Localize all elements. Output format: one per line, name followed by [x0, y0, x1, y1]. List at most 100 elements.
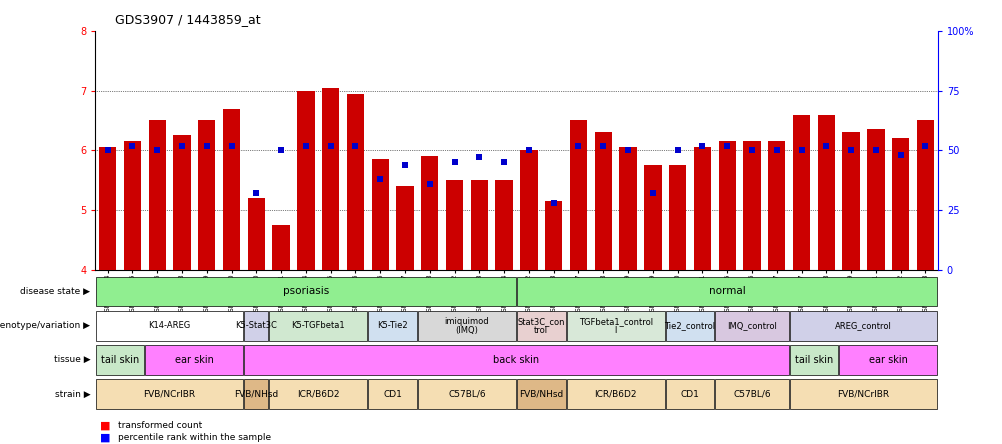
Text: back skin: back skin [493, 355, 539, 365]
Point [198, 142, 214, 149]
Point [124, 142, 140, 149]
Text: tissue ▶: tissue ▶ [53, 355, 90, 365]
Text: CD1: CD1 [680, 389, 698, 399]
Bar [470, 180, 488, 270]
Bar [95, 311, 243, 341]
Bar [244, 311, 268, 341]
Bar [516, 277, 937, 306]
Text: ICR/B6D2: ICR/B6D2 [297, 389, 340, 399]
Text: percentile rank within the sample: percentile rank within the sample [118, 433, 272, 442]
Bar [148, 120, 165, 270]
Bar [247, 198, 265, 270]
Text: tail skin: tail skin [101, 355, 139, 365]
Bar [566, 311, 664, 341]
Bar [297, 91, 315, 270]
Point [273, 147, 289, 154]
Point [520, 147, 536, 154]
Bar [768, 141, 785, 270]
Point [372, 175, 388, 182]
Bar [714, 311, 788, 341]
Bar [396, 186, 413, 270]
Text: C57BL/6: C57BL/6 [732, 389, 770, 399]
Text: FVB/NCrIBR: FVB/NCrIBR [143, 389, 195, 399]
Bar [95, 277, 516, 306]
Bar [371, 159, 389, 270]
Point [917, 142, 933, 149]
Bar [244, 379, 268, 409]
Bar [594, 132, 611, 270]
Text: FVB/NHsd: FVB/NHsd [519, 389, 563, 399]
Text: CD1: CD1 [383, 389, 402, 399]
Point [545, 199, 561, 206]
Bar [867, 130, 884, 270]
Bar [95, 345, 144, 375]
Point [323, 142, 339, 149]
Text: K14-AREG: K14-AREG [148, 321, 190, 330]
Point [298, 142, 314, 149]
Text: normal: normal [708, 286, 744, 297]
Bar [566, 379, 664, 409]
Text: ear skin: ear skin [174, 355, 213, 365]
Point [743, 147, 760, 154]
Bar [446, 180, 463, 270]
Bar [495, 180, 512, 270]
Text: K5-TGFbeta1: K5-TGFbeta1 [292, 321, 345, 330]
Text: FVB/NCrIBR: FVB/NCrIBR [837, 389, 889, 399]
Bar [839, 345, 937, 375]
Point [347, 142, 363, 149]
Bar [891, 139, 909, 270]
Bar [368, 379, 417, 409]
Bar [665, 311, 713, 341]
Bar [789, 311, 937, 341]
Point [248, 190, 265, 197]
Bar [817, 115, 834, 270]
Point [570, 142, 586, 149]
Bar [421, 156, 438, 270]
Bar [665, 379, 713, 409]
Bar [742, 141, 760, 270]
Text: transformed count: transformed count [118, 421, 202, 430]
Bar [643, 165, 661, 270]
Bar [123, 141, 141, 270]
Bar [418, 379, 516, 409]
Bar [418, 311, 516, 341]
Point [818, 142, 834, 149]
Bar [173, 135, 190, 270]
Bar [269, 311, 367, 341]
Text: ear skin: ear skin [868, 355, 907, 365]
Text: GDS3907 / 1443859_at: GDS3907 / 1443859_at [115, 13, 261, 26]
Point [669, 147, 685, 154]
Point [768, 147, 784, 154]
Bar [145, 345, 243, 375]
Text: tail skin: tail skin [794, 355, 833, 365]
Point [149, 147, 165, 154]
Text: C57BL/6: C57BL/6 [448, 389, 485, 399]
Bar [789, 379, 937, 409]
Text: strain ▶: strain ▶ [54, 389, 90, 399]
Bar [619, 147, 636, 270]
Text: K5-Stat3C: K5-Stat3C [235, 321, 277, 330]
Bar [544, 201, 562, 270]
Text: psoriasis: psoriasis [283, 286, 329, 297]
Bar [222, 109, 240, 270]
Point [422, 180, 438, 187]
Point [892, 151, 908, 159]
Text: ■: ■ [100, 420, 110, 430]
Bar [916, 120, 933, 270]
Bar [244, 345, 788, 375]
Point [496, 159, 512, 166]
Text: K5-Tie2: K5-Tie2 [377, 321, 408, 330]
Bar [789, 345, 838, 375]
Bar [322, 88, 339, 270]
Text: FVB/NHsd: FVB/NHsd [234, 389, 279, 399]
Bar [668, 165, 685, 270]
Bar [95, 379, 243, 409]
Bar [693, 147, 710, 270]
Bar [842, 132, 859, 270]
Text: imiquimod
(IMQ): imiquimod (IMQ) [444, 317, 489, 335]
Point [619, 147, 635, 154]
Bar [792, 115, 810, 270]
Point [594, 142, 610, 149]
Point [843, 147, 859, 154]
Bar [198, 120, 215, 270]
